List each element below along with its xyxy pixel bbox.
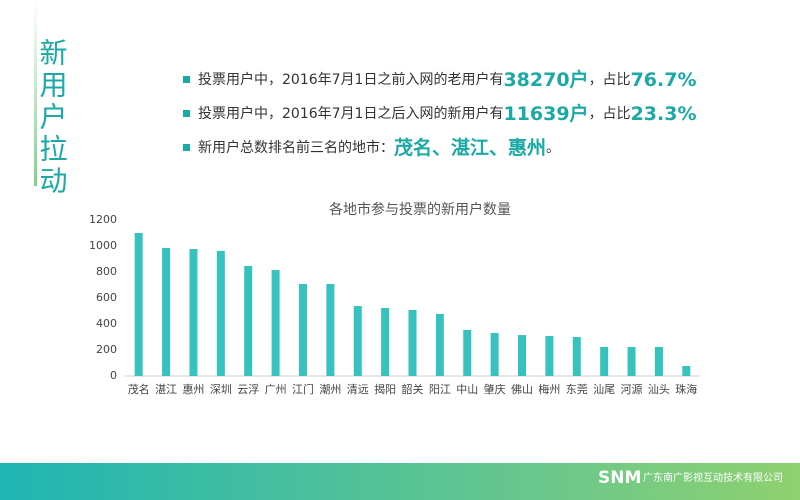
x-tick-label: 潮州 [319, 382, 341, 396]
bar [463, 329, 472, 376]
bar [435, 313, 444, 376]
company-name: 广东南广影视互动技术有限公司 [643, 471, 783, 484]
x-tick-label: 惠州 [182, 382, 204, 396]
bar [518, 335, 527, 376]
bar [162, 247, 171, 376]
y-tick-label: 0 [110, 369, 117, 382]
slide-title: 新用户拉动 [36, 38, 69, 198]
bullet-marker [183, 144, 190, 151]
x-tick-label: 河源 [621, 382, 643, 396]
x-tick-label: 茂名 [128, 382, 150, 396]
bullet-text: 投票用户中，2016年7月1日之后入网的新用户有11639户，占比23.3% [198, 102, 696, 125]
bullet-part: ，占比 [589, 106, 631, 122]
x-tick-label: 东莞 [566, 383, 588, 396]
accent-line [34, 0, 37, 186]
y-tick-label: 1000 [89, 239, 117, 252]
x-tick-label: 佛山 [511, 383, 533, 396]
x-tick-label: 江门 [292, 382, 314, 396]
bar [682, 365, 691, 376]
bar [408, 309, 417, 376]
chart: 0 200 400 600 800 1000 1200 茂名 湛江 惠州 深圳 云浮 广州 江门 潮州 清远揭… [89, 213, 700, 396]
chart-title: 各地市参与投票的新用户数量 [329, 201, 511, 218]
bar [326, 283, 335, 376]
bullet-part: 新用户总数排名前三名的地市： [198, 139, 394, 156]
x-tick-label: 汕尾 [593, 383, 615, 396]
highlight: 38270户 [503, 68, 588, 91]
x-tick-label: 珠海 [675, 382, 697, 396]
x-tick-label: 湛江 [155, 383, 177, 396]
x-tick-label: 清远 [347, 383, 369, 396]
x-tick-label: 梅州 [538, 382, 560, 396]
x-tick-label: 深圳 [210, 383, 232, 396]
logo: SNM [598, 468, 641, 488]
highlight: 76.7% [631, 69, 697, 91]
bar [600, 347, 609, 376]
highlight: 11639户 [503, 102, 588, 125]
bullet-part: 投票用户中，2016年7月1日之后入网的新用户有 [198, 105, 503, 122]
y-tick-label: 200 [96, 343, 117, 356]
x-tick-label: 广州 [265, 383, 287, 396]
bullet-text: 投票用户中，2016年7月1日之前入网的老用户有38270户，占比76.7% [198, 68, 696, 91]
highlight: 茂名、湛江、惠州 [394, 136, 546, 159]
y-tick-label: 400 [96, 317, 117, 330]
bar [189, 248, 198, 376]
bar [134, 233, 143, 376]
bullet-list: 投票用户中，2016年7月1日之前入网的老用户有38270户，占比76.7%投票… [183, 68, 696, 159]
x-tick-label: 阳江 [429, 383, 451, 396]
bar [216, 250, 225, 376]
x-tick-label: 揭阳 [374, 382, 396, 396]
y-tick-label: 800 [96, 265, 117, 278]
x-tick-label: 韶关 [402, 382, 424, 396]
bar [545, 335, 554, 376]
bullet-part: 。 [546, 140, 560, 156]
bar [271, 270, 280, 376]
bar [627, 347, 636, 376]
bullet-part: 投票用户中，2016年7月1日之前入网的老用户有 [198, 71, 503, 88]
highlight: 23.3% [631, 103, 697, 125]
bullet-text: 新用户总数排名前三名的地市：茂名、湛江、惠州。 [198, 136, 560, 159]
bar [381, 308, 390, 376]
bullet-marker [183, 76, 190, 83]
y-tick-label: 1200 [89, 213, 117, 226]
bar [298, 283, 307, 376]
bar [572, 337, 581, 376]
bar [490, 332, 499, 376]
x-tick-label: 中山 [456, 383, 478, 396]
bar [353, 306, 362, 376]
x-tick-label: 云浮 [237, 383, 259, 396]
x-tick-label: 汕头 [648, 383, 670, 396]
bullet-part: ，占比 [589, 72, 631, 88]
y-tick-label: 600 [96, 291, 117, 304]
bar [244, 266, 253, 376]
x-tick-label: 肇庆 [484, 382, 506, 396]
bullet-marker [183, 110, 190, 117]
footer-band [0, 463, 800, 500]
bar [654, 347, 663, 376]
